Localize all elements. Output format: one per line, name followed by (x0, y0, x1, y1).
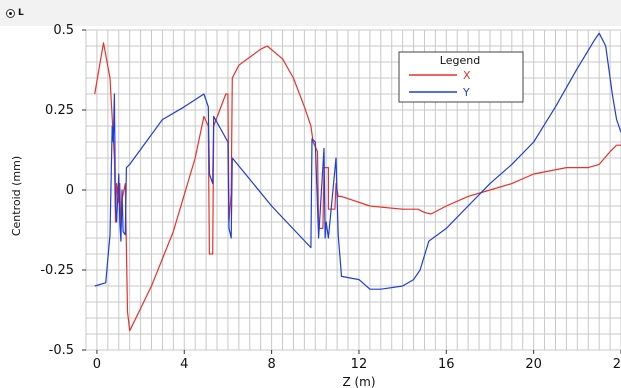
x-tick-label: 16 (438, 357, 455, 372)
x-tick-label: 24 (613, 357, 621, 372)
legend-label-x: X (463, 69, 471, 82)
series-line-y (94, 32, 621, 290)
legend-title: Legend (440, 54, 480, 67)
legend-label-y: Y (462, 86, 470, 99)
legend-box (398, 51, 524, 103)
y-tick-label: 0.25 (45, 103, 74, 118)
y-tick-label: -0.25 (40, 263, 74, 278)
axis-ticks: 0 4 8 12 16 20 24 0.5 0.25 0 -0.25 -0.5 (40, 23, 621, 372)
x-tick-label: 12 (351, 357, 368, 372)
y-tick-label: 0 (66, 183, 74, 198)
x-tick-label: 4 (180, 357, 188, 372)
radio-circle-icon (6, 8, 15, 18)
y-tick-label: -0.5 (49, 343, 74, 358)
l-radio-button[interactable]: L (6, 8, 24, 18)
y-tick-label: 0.5 (53, 23, 74, 38)
legend: Legend XY (398, 51, 524, 103)
radio-label: L (18, 8, 24, 18)
series-layer (94, 32, 621, 332)
y-axis-label: Centroid (mm) (10, 156, 23, 236)
radio-selected-dot (9, 11, 12, 15)
x-tick-label: 20 (525, 357, 542, 372)
top-bar (0, 0, 621, 26)
x-tick-label: 8 (267, 357, 275, 372)
x-axis-label: Z (m) (342, 375, 375, 388)
x-tick-label: 0 (93, 357, 101, 372)
grid-lines (85, 29, 621, 351)
series-line-x (94, 42, 621, 332)
